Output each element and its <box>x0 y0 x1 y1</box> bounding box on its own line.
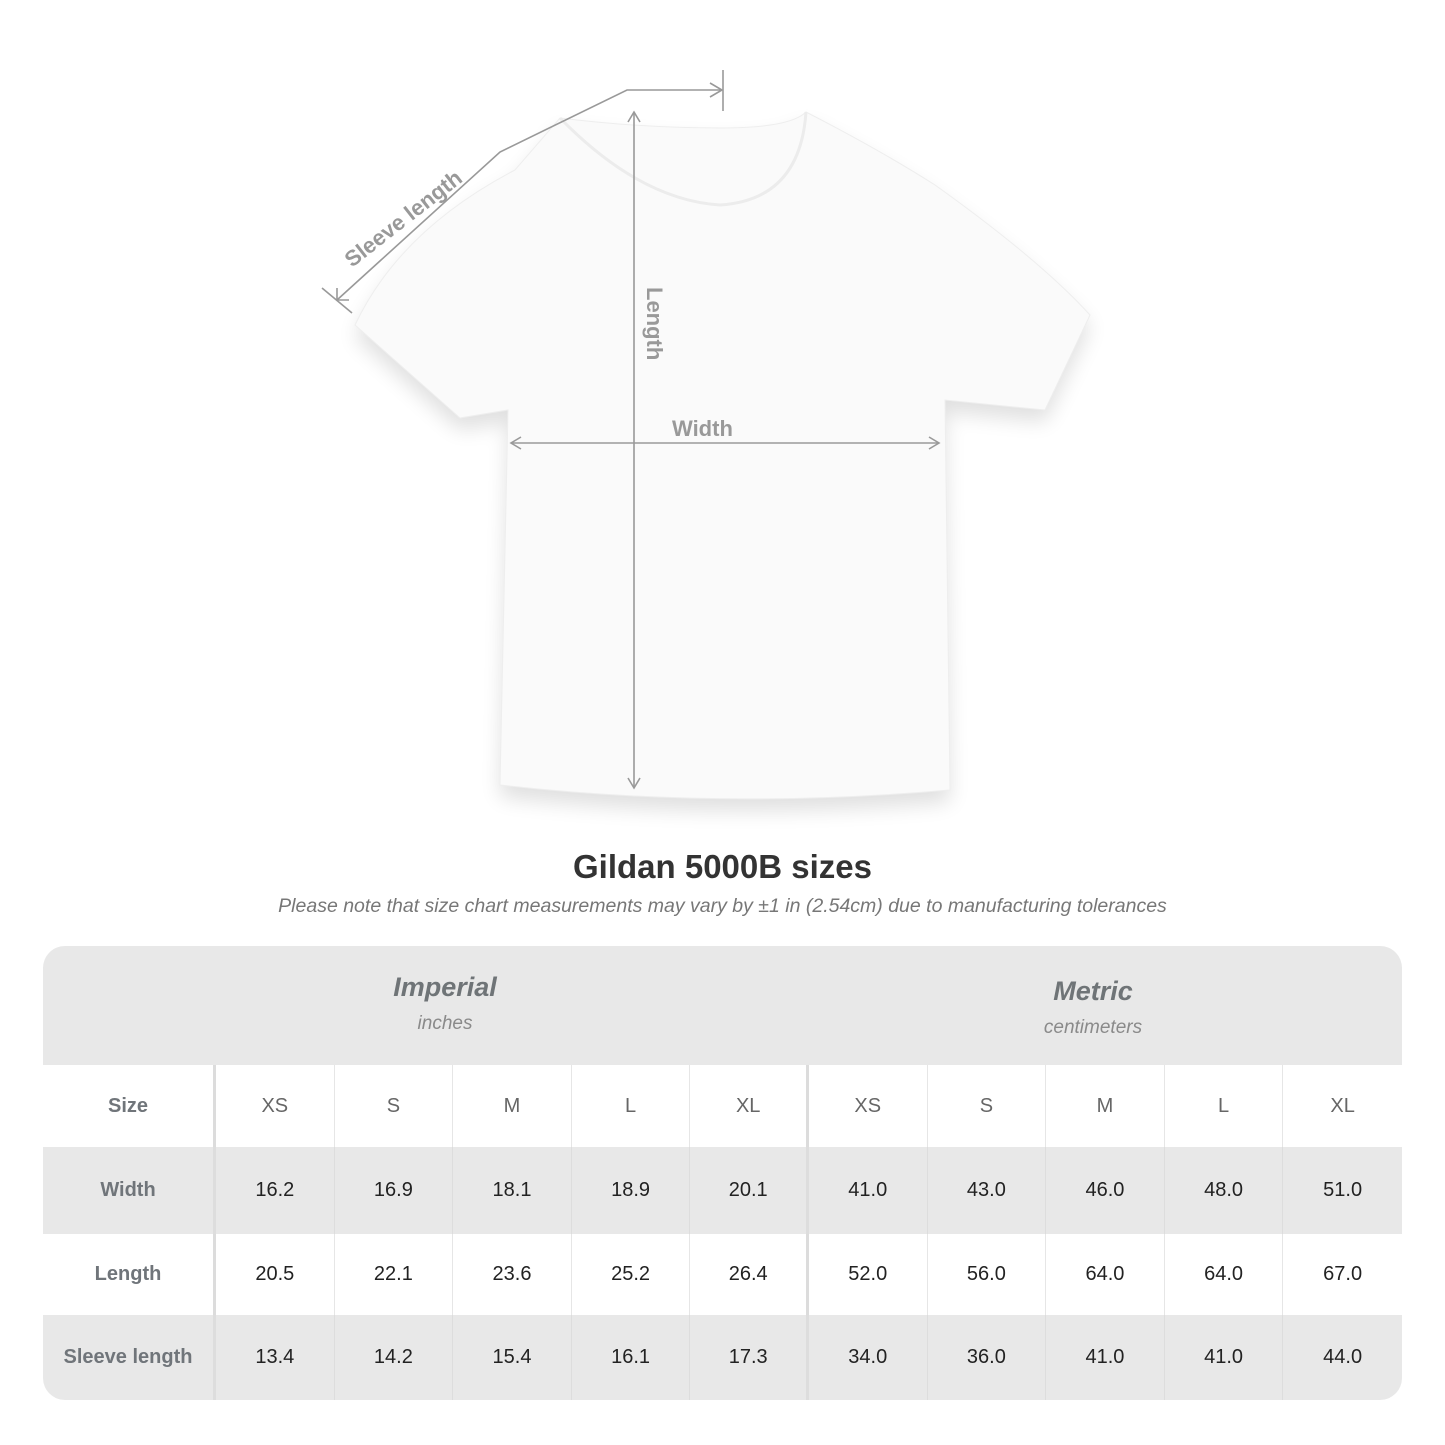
size-cell: M <box>453 1065 572 1147</box>
value-cell: 14.2 <box>335 1315 454 1400</box>
tshirt-diagram: Sleeve length Length Width <box>321 70 1091 811</box>
tolerance-note: Please note that size chart measurements… <box>278 895 1167 917</box>
metric-title: Metric <box>1053 976 1133 1006</box>
value-cell: 18.9 <box>572 1147 691 1234</box>
size-cell: L <box>1165 1065 1284 1147</box>
page-title: Gildan 5000B sizes <box>573 848 872 885</box>
value-cell: 26.4 <box>690 1234 809 1315</box>
size-cell: XL <box>690 1065 809 1147</box>
value-cell: 46.0 <box>1046 1147 1165 1234</box>
imperial-title: Imperial <box>393 972 497 1002</box>
value-cell: 64.0 <box>1165 1234 1284 1315</box>
length-label: Length <box>642 287 667 360</box>
value-cell: 15.4 <box>453 1315 572 1400</box>
table-row: Sleeve length 13.4 14.2 15.4 16.1 17.3 34.0 36.… <box>43 1315 1402 1400</box>
table-row: Length 20.5 22.1 23.6 25.2 26.4 52.0 56.0 64.0 64… <box>43 1234 1402 1315</box>
row-label: Length <box>43 1234 216 1315</box>
value-cell: 20.5 <box>216 1234 335 1315</box>
size-table: Imperial inches Metric centimeters Size … <box>43 946 1402 1400</box>
size-cell: L <box>572 1065 691 1147</box>
value-cell: 16.1 <box>572 1315 691 1400</box>
value-cell: 13.4 <box>216 1315 335 1400</box>
value-cell: 67.0 <box>1323 1263 1363 1285</box>
size-cell: S <box>335 1065 454 1147</box>
tshirt-image <box>354 111 1091 811</box>
value-cell: 22.1 <box>335 1234 454 1315</box>
imperial-unit: inches <box>417 1013 473 1034</box>
value-cell: 23.6 <box>453 1234 572 1315</box>
value-cell: 17.3 <box>690 1315 809 1400</box>
value-cell: 16.2 <box>216 1147 335 1234</box>
sleeve-measure-line <box>336 89 722 301</box>
value-cell: 36.0 <box>928 1315 1047 1400</box>
value-cell: 41.0 <box>1165 1315 1284 1400</box>
metric-header: Metric centimeters <box>863 976 1323 1039</box>
row-label: Sleeve length <box>43 1315 216 1400</box>
size-row: Size XS S M L XL XS S M L XL <box>43 1065 1402 1147</box>
value-cell: 64.0 <box>1046 1234 1165 1315</box>
value-cell: 20.1 <box>690 1147 809 1234</box>
value-cell: 25.2 <box>572 1234 691 1315</box>
value-cell: 18.1 <box>453 1147 572 1234</box>
size-cell: XS <box>216 1065 335 1147</box>
imperial-header: Imperial inches <box>215 972 675 1035</box>
size-cell: XL <box>1330 1094 1355 1117</box>
size-label: Size <box>43 1065 216 1147</box>
value-cell: 41.0 <box>809 1147 928 1234</box>
value-cell: 52.0 <box>809 1234 928 1315</box>
size-cell: XS <box>809 1065 928 1147</box>
value-cell: 41.0 <box>1046 1315 1165 1400</box>
row-label: Width <box>43 1147 216 1234</box>
value-cell: 34.0 <box>809 1315 928 1400</box>
value-cell: 48.0 <box>1165 1147 1284 1234</box>
table-header: Imperial inches Metric centimeters <box>43 946 1402 1065</box>
value-cell: 56.0 <box>928 1234 1047 1315</box>
value-cell: 44.0 <box>1323 1346 1363 1368</box>
value-cell: 43.0 <box>928 1147 1047 1234</box>
metric-unit: centimeters <box>1043 1017 1143 1038</box>
value-cell: 51.0 <box>1323 1179 1363 1201</box>
width-label: Width <box>672 416 733 441</box>
size-cell: S <box>928 1065 1047 1147</box>
value-cell: 16.9 <box>335 1147 454 1234</box>
table-row: Width 16.2 16.9 18.1 18.9 20.1 41.0 43.0 46.0 48.… <box>43 1147 1402 1234</box>
size-cell: M <box>1046 1065 1165 1147</box>
